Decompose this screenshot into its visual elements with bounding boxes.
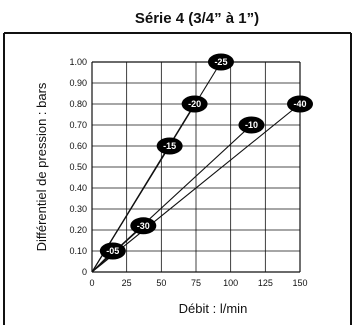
- x-axis-ticks: 0 25 50 75 100 125 150: [89, 278, 307, 288]
- series-label-text: -30: [137, 221, 150, 231]
- x-tick-label: 50: [156, 278, 166, 288]
- x-axis-title: Débit : l/min: [179, 301, 248, 316]
- series-label: -40: [287, 95, 313, 113]
- series-label-text: -10: [245, 120, 258, 130]
- y-tick-label: 0.90: [69, 78, 87, 88]
- y-tick-label: 0.20: [69, 225, 87, 235]
- series-label: -30: [130, 217, 157, 235]
- chart-title: Série 4 (3/4” à 1”): [135, 10, 259, 27]
- series-label-text: -40: [293, 99, 306, 109]
- series-label: -20: [181, 95, 208, 113]
- series-label-badge: [287, 95, 313, 113]
- series-label: -25: [207, 53, 234, 71]
- x-tick-label: 125: [258, 278, 273, 288]
- series-labels: -05 -30 -15 -20 -25 -10 -40: [99, 53, 313, 260]
- x-tick-label: 25: [122, 278, 132, 288]
- x-tick-label: 0: [89, 278, 94, 288]
- y-tick-label: 0.40: [69, 183, 87, 193]
- series-label-badge: [156, 137, 183, 155]
- x-tick-label: 100: [223, 278, 238, 288]
- series-label-badge: [181, 95, 208, 113]
- series-label-text: -20: [188, 99, 201, 109]
- y-tick-label: 0.50: [69, 162, 87, 172]
- series-label: -05: [99, 242, 126, 260]
- y-axis-ticks: 0 0.10 0.20 0.30 0.40 0.50 0.60 0.70 0.80 0.90 1.0…: [69, 57, 87, 277]
- x-tick-label: 150: [292, 278, 307, 288]
- series-label: -10: [238, 116, 265, 134]
- series-label-badge: [99, 242, 126, 260]
- grid: [91, 61, 301, 273]
- series-label-badge: [238, 116, 265, 134]
- y-tick-label: 0.30: [69, 204, 87, 214]
- y-axis-title: Différentiel de pression : bars: [34, 82, 49, 251]
- series-label-badge: [207, 53, 234, 71]
- y-tick-label: 0.80: [69, 99, 87, 109]
- series-label-badge: [130, 217, 157, 235]
- y-tick-label: 0: [82, 267, 87, 277]
- y-tick-label: 0.60: [69, 141, 87, 151]
- series-label-text: -15: [163, 141, 176, 151]
- y-tick-label: 0.10: [69, 246, 87, 256]
- series-label: -15: [156, 137, 183, 155]
- y-tick-label: 1.00: [69, 57, 87, 67]
- series-label-text: -05: [106, 246, 119, 256]
- x-tick-label: 75: [191, 278, 201, 288]
- y-tick-label: 0.70: [69, 120, 87, 130]
- series-line: [91, 103, 301, 273]
- series-label-text: -25: [214, 57, 227, 67]
